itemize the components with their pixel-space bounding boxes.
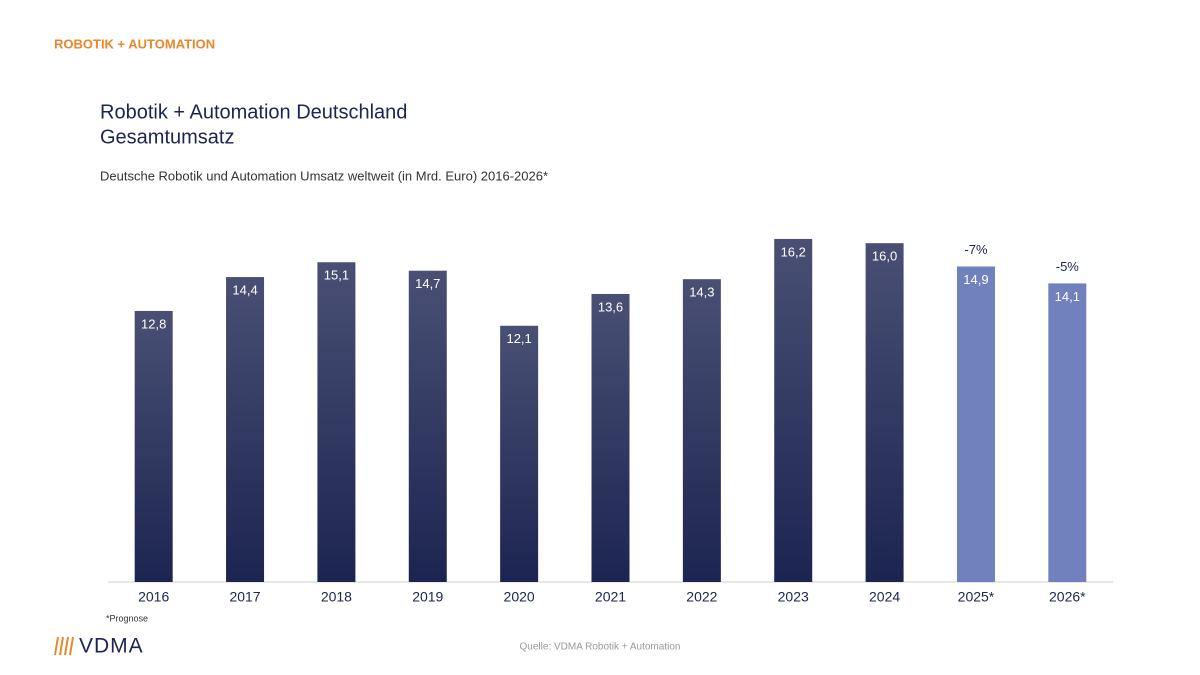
bar xyxy=(774,238,813,583)
value-label: 14,7 xyxy=(415,276,440,291)
x-tick-label: 2021 xyxy=(595,589,626,605)
x-tick-label: 2018 xyxy=(321,589,352,605)
x-tick-label: 2024 xyxy=(869,589,900,605)
x-tick-label: 2022 xyxy=(686,589,717,605)
value-label: 12,8 xyxy=(141,316,166,331)
bar xyxy=(682,279,721,582)
x-tick-label: 2026* xyxy=(1049,589,1086,605)
value-label: 12,1 xyxy=(506,331,531,346)
header: ROBOTIK + AUTOMATION xyxy=(54,36,215,51)
value-label: 13,6 xyxy=(598,299,623,314)
x-tick-label: 2025* xyxy=(958,589,995,605)
bar xyxy=(226,277,265,582)
chart-title: Robotik + Automation Deutschland xyxy=(100,101,407,123)
bar xyxy=(408,270,447,582)
change-label: -7% xyxy=(964,242,988,257)
value-label: 14,3 xyxy=(689,285,714,300)
change-label: -5% xyxy=(1056,259,1080,274)
bar xyxy=(1048,283,1087,582)
x-tick-label: 2019 xyxy=(412,589,443,605)
value-label: 14,9 xyxy=(963,272,988,287)
bar xyxy=(317,262,356,582)
logo: VDMA xyxy=(79,635,144,658)
bar xyxy=(500,325,539,582)
value-label: 15,1 xyxy=(324,268,349,283)
bar xyxy=(591,294,630,582)
source: Quelle: VDMA Robotik + Automation xyxy=(520,642,681,653)
value-label: 16,2 xyxy=(781,244,806,259)
x-tick-label: 2020 xyxy=(504,589,535,605)
value-label: 16,0 xyxy=(872,249,897,264)
bar xyxy=(134,310,173,582)
value-label: 14,4 xyxy=(232,282,257,297)
chart-subtitle: Deutsche Robotik und Automation Umsatz w… xyxy=(100,168,548,183)
logo-mark xyxy=(54,636,74,656)
footnote: *Prognose xyxy=(106,613,148,623)
x-tick-label: 2017 xyxy=(229,589,260,605)
value-label: 14,1 xyxy=(1055,289,1080,304)
x-tick-label: 2016 xyxy=(138,589,169,605)
x-tick-label: 2023 xyxy=(778,589,809,605)
bar xyxy=(956,266,995,582)
bar xyxy=(865,243,904,583)
chart-title: Gesamtumsatz xyxy=(100,126,234,148)
